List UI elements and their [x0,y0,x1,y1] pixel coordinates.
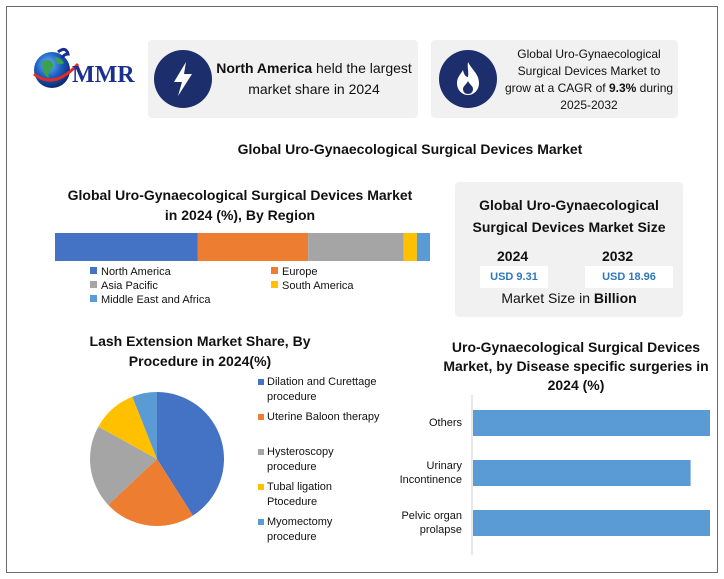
legend-swatch [258,519,264,525]
market-size-title: Global Uro-Gynaecological Surgical Devic… [472,197,666,235]
legend-swatch [271,281,278,288]
market-size-unit: Market Size in Billion [501,290,637,306]
legend-swatch [90,281,97,288]
pie-slice-3 [98,396,157,459]
pie-slice-0 [157,392,224,516]
pie-slice-2 [90,426,157,505]
legend-swatch [271,267,278,274]
market-size-card: Global Uro-Gynaecological Surgical Devic… [455,182,683,317]
logo-text: MMR [72,62,135,88]
legend-asia-pacific: Asia Pacific [90,280,158,293]
procedure-pie-chart [90,392,224,526]
disease-bar-2 [473,510,710,536]
legend-north-america: North America [90,266,171,279]
disease-chart-title: Uro-Gynaecological Surgical Devices Mark… [443,339,709,393]
pie-slice-1 [108,459,193,526]
lightning-icon [154,50,212,108]
category-label-urinary-incontinence: Urinary Incontinence [399,460,462,486]
cagr-text: Global Uro-Gynaecological Surgical Devic… [504,47,674,112]
region-bar-segment-1 [197,233,309,261]
legend-swatch [258,449,264,455]
category-label-pelvic-organ-prolapse: Pelvic organ prolapse [401,510,462,536]
category-label-others: Others [428,417,462,429]
region-stacked-bar [55,233,430,261]
region-chart-title: Global Uro-Gynaecological Surgical Devic… [67,187,413,223]
region-bar-segment-2 [308,233,404,261]
legend-swatch [258,484,264,490]
region-bar-segment-4 [416,233,430,261]
legend-south-america: South America [271,280,354,293]
legend-swatch [90,267,97,274]
mmr-logo: MMR [28,40,138,110]
north-america-text: North America held the largest market sh… [216,60,412,97]
flame-icon [439,50,497,108]
region-bar-segment-3 [403,233,417,261]
cagr-card: Global Uro-Gynaecological Surgical Devic… [431,40,678,118]
legend-europe: Europe [271,266,317,279]
year-2032: 2032 [602,248,634,264]
disease-bar-chart [471,395,710,555]
infographic-frame [6,6,718,573]
disease-bar-1 [473,460,691,486]
legend-swatch [90,295,97,302]
procedure-chart-title: Lash Extension Market Share, By Procedur… [89,333,311,369]
legend-swatch [258,414,264,420]
globe-icon [33,47,80,88]
region-bar-segment-0 [55,233,198,261]
pie-slice-4 [132,392,157,459]
year-2024: 2024 [497,248,529,264]
value-2032: USD 18.96 [585,266,673,288]
legend-swatch [258,379,264,385]
disease-bar-0 [473,410,710,436]
north-america-card: North America held the largest market sh… [148,40,418,118]
main-title: Global Uro-Gynaecological Surgical Devic… [237,141,583,157]
region-bar-svg [55,233,430,261]
value-2024: USD 9.31 [480,266,548,288]
legend-middle-east-africa: Middle East and Africa [90,294,210,307]
